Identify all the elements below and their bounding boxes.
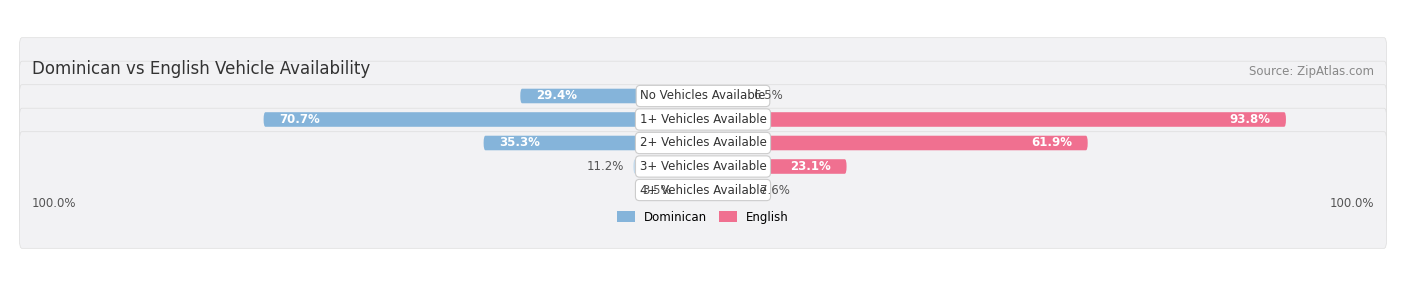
Text: 11.2%: 11.2%: [586, 160, 624, 173]
FancyBboxPatch shape: [20, 61, 1386, 178]
FancyBboxPatch shape: [520, 89, 703, 103]
Text: 61.9%: 61.9%: [1031, 136, 1073, 150]
Text: 100.0%: 100.0%: [1330, 197, 1374, 210]
Text: 7.6%: 7.6%: [759, 184, 789, 196]
FancyBboxPatch shape: [703, 159, 846, 174]
Text: 100.0%: 100.0%: [32, 197, 76, 210]
FancyBboxPatch shape: [682, 183, 703, 197]
FancyBboxPatch shape: [20, 85, 1386, 201]
Text: 35.3%: 35.3%: [499, 136, 540, 150]
Text: 29.4%: 29.4%: [536, 90, 576, 102]
Legend: Dominican, English: Dominican, English: [612, 206, 794, 229]
FancyBboxPatch shape: [703, 183, 751, 197]
Text: 4+ Vehicles Available: 4+ Vehicles Available: [640, 184, 766, 196]
Text: 1+ Vehicles Available: 1+ Vehicles Available: [640, 113, 766, 126]
FancyBboxPatch shape: [20, 38, 1386, 154]
Text: Dominican vs English Vehicle Availability: Dominican vs English Vehicle Availabilit…: [32, 60, 370, 78]
FancyBboxPatch shape: [703, 89, 744, 103]
Text: 23.1%: 23.1%: [790, 160, 831, 173]
FancyBboxPatch shape: [703, 136, 1088, 150]
FancyBboxPatch shape: [633, 159, 703, 174]
Text: 6.5%: 6.5%: [752, 90, 783, 102]
FancyBboxPatch shape: [20, 132, 1386, 248]
FancyBboxPatch shape: [20, 108, 1386, 225]
Text: Source: ZipAtlas.com: Source: ZipAtlas.com: [1249, 65, 1374, 78]
FancyBboxPatch shape: [484, 136, 703, 150]
Text: 3+ Vehicles Available: 3+ Vehicles Available: [640, 160, 766, 173]
FancyBboxPatch shape: [263, 112, 703, 127]
Text: 3.5%: 3.5%: [643, 184, 672, 196]
Text: 70.7%: 70.7%: [280, 113, 321, 126]
Text: 93.8%: 93.8%: [1229, 113, 1271, 126]
FancyBboxPatch shape: [703, 112, 1286, 127]
Text: No Vehicles Available: No Vehicles Available: [640, 90, 766, 102]
Text: 2+ Vehicles Available: 2+ Vehicles Available: [640, 136, 766, 150]
